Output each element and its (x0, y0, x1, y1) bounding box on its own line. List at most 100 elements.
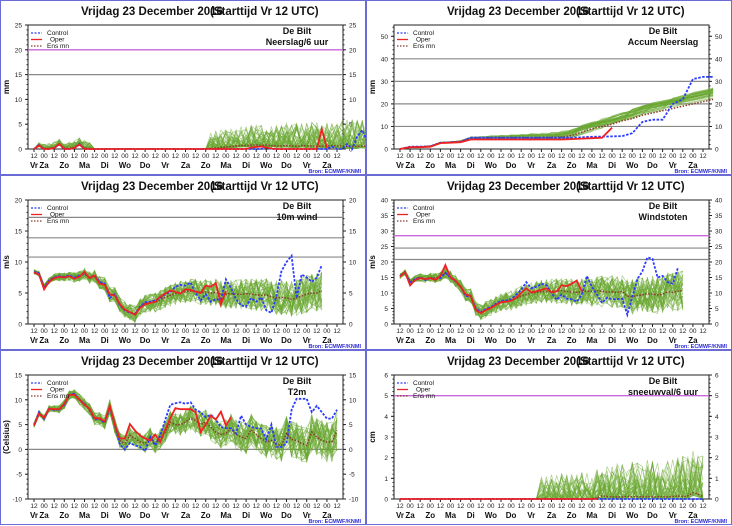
ensemble-member-line (399, 266, 684, 316)
x-tick-label: 00 (689, 153, 697, 160)
legend-control-label: Control (413, 205, 435, 212)
x-tick-label: 00 (406, 503, 414, 510)
x-tick-label: 12 (333, 153, 341, 160)
y-tick-label-right: 15 (349, 373, 357, 380)
x-tick-label: 12 (91, 328, 99, 335)
x-tick-label: 00 (162, 328, 170, 335)
y-tick-label-left: 15 (381, 275, 389, 282)
x-tick-label: 00 (263, 503, 271, 510)
x-tick-label: 00 (61, 153, 69, 160)
x-day-label: Wo (485, 336, 497, 345)
y-tick-label-left: 0 (18, 147, 22, 154)
x-day-label: Za (547, 161, 557, 170)
x-tick-label: 00 (283, 503, 291, 510)
oper-line (399, 262, 583, 315)
x-day-label: Wo (626, 336, 638, 345)
x-day-label: Za (322, 336, 332, 345)
x-tick-label: 00 (588, 503, 596, 510)
x-tick-label: 00 (81, 503, 89, 510)
chart-title-start: (Starttijd Vr 12 UTC) (210, 181, 319, 193)
x-day-label: Za (39, 336, 49, 345)
chart-title-start: (Starttijd Vr 12 UTC) (210, 356, 319, 368)
panel-variable-label: Accum Neerslag (628, 37, 699, 47)
x-tick-label: 12 (598, 153, 606, 160)
x-tick-label: 12 (518, 328, 526, 335)
x-tick-label: 12 (538, 503, 546, 510)
panel-sneeuwval: Vrijdag 23 December 2016 (Starttijd Vr 12… (366, 350, 732, 525)
x-tick-label: 12 (172, 503, 180, 510)
x-tick-label: 12 (518, 503, 526, 510)
x-day-label: Za (688, 511, 698, 520)
x-tick-label: 12 (578, 153, 586, 160)
x-day-label: Zo (567, 161, 577, 170)
y-axis-label: mm (2, 80, 11, 94)
x-day-label: Ma (79, 161, 91, 170)
x-tick-label: 12 (293, 503, 301, 510)
x-day-label: Do (140, 511, 151, 520)
legend-ens-mean-label: Ens mn (47, 218, 69, 225)
x-tick-label: 00 (507, 153, 515, 160)
x-tick-label: 12 (558, 328, 566, 335)
oper-line (33, 125, 328, 150)
y-tick-label-left: 1 (384, 476, 388, 483)
x-tick-label: 00 (182, 503, 190, 510)
legend-oper-label: Oper (416, 212, 431, 219)
panel-accum-neerslag: Vrijdag 23 December 2016 (Starttijd Vr 12… (366, 0, 732, 175)
y-tick-label-left: 0 (384, 147, 388, 154)
x-tick-label: 00 (649, 328, 657, 335)
station-name: De Bilt (283, 201, 312, 211)
chart-accum-neerslag: Vrijdag 23 December 2016(Starttijd Vr 12… (368, 6, 727, 175)
x-tick-label: 12 (152, 328, 160, 335)
x-tick-label: 00 (629, 153, 637, 160)
oper-line (399, 126, 613, 150)
x-tick-label: 12 (396, 153, 404, 160)
x-day-label: Ma (586, 511, 598, 520)
x-tick-label: 00 (629, 503, 637, 510)
y-tick-label-right: 25 (715, 244, 723, 251)
x-tick-label: 00 (323, 153, 331, 160)
x-tick-label: 12 (313, 328, 321, 335)
x-day-label: Ma (445, 336, 457, 345)
x-tick-label: 12 (131, 503, 139, 510)
x-tick-label: 12 (111, 328, 119, 335)
x-tick-label: 12 (437, 503, 445, 510)
y-tick-label-right: 30 (715, 79, 723, 86)
ensemble-member-line (33, 391, 338, 462)
x-day-label: Vr (30, 161, 38, 170)
y-tick-label-left: 0 (384, 322, 388, 329)
x-tick-label: 12 (679, 153, 687, 160)
x-tick-label: 00 (323, 503, 331, 510)
y-tick-label-left: 10 (15, 397, 23, 404)
source-credit: Bron: ECMWF/KNMI (308, 169, 361, 175)
y-tick-label-left: 35 (381, 213, 389, 220)
y-tick-label-right: 2 (715, 455, 719, 462)
x-day-label: Di (608, 336, 616, 345)
x-tick-label: 12 (30, 153, 38, 160)
x-tick-label: 12 (497, 503, 505, 510)
x-tick-label: 00 (81, 153, 89, 160)
y-tick-label-left: 10 (381, 124, 389, 131)
y-tick-label-left: 0 (384, 497, 388, 504)
x-day-label: Wo (119, 336, 131, 345)
x-day-label: Wo (485, 161, 497, 170)
x-tick-label: 00 (40, 153, 48, 160)
x-tick-label: 12 (619, 503, 627, 510)
x-tick-label: 12 (639, 328, 647, 335)
x-day-label: Vr (303, 161, 311, 170)
station-name: De Bilt (283, 376, 312, 386)
x-day-label: Vr (161, 511, 169, 520)
legend-ens-mean-label: Ens mn (413, 43, 435, 50)
x-tick-label: 12 (497, 153, 505, 160)
x-day-label: Za (322, 161, 332, 170)
control-line (399, 256, 679, 318)
legend-control-label: Control (47, 30, 69, 37)
x-day-label: Za (405, 511, 415, 520)
x-day-label: Vr (30, 336, 38, 345)
panel-10m-wind: Vrijdag 23 December 2016 (Starttijd Vr 12… (0, 175, 366, 350)
x-day-label: Di (101, 511, 109, 520)
x-day-label: Do (506, 336, 517, 345)
x-tick-label: 00 (61, 328, 69, 335)
